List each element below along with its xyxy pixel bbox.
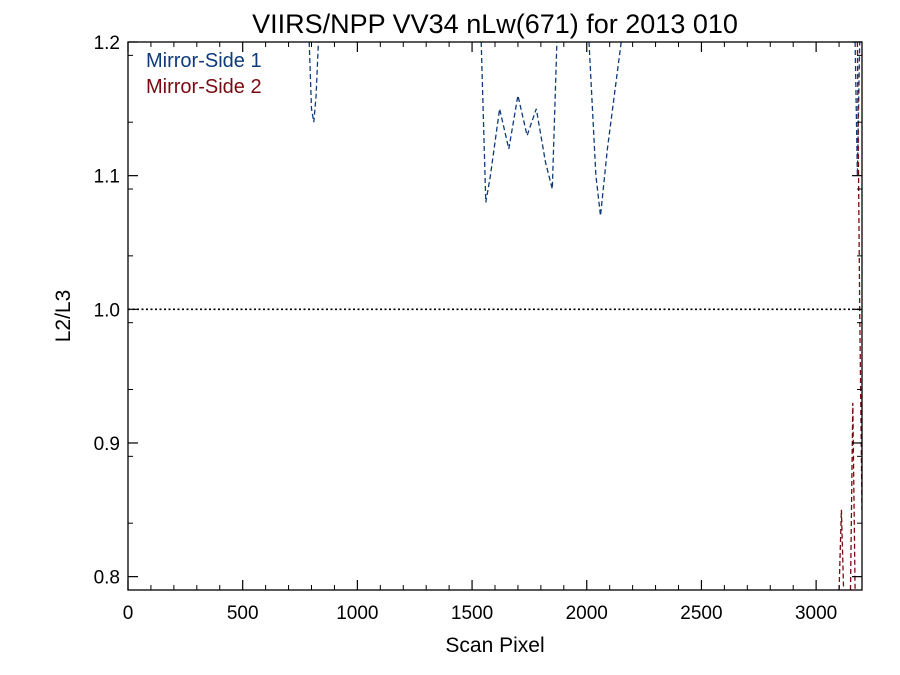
chart-title: VIIRS/NPP VV34 nLw(671) for 2013 010 (252, 9, 738, 39)
dashed-line-mirror-side-1 (854, 42, 861, 176)
dashed-line-mirror-side-2 (838, 509, 845, 590)
x-tick-label: 3000 (795, 603, 837, 624)
legend-mirror-side-2: Mirror-Side 2 (146, 76, 262, 98)
dashed-line-mirror-side-1 (308, 42, 320, 123)
plot-frame (127, 41, 863, 591)
dashed-line-mirror-side-1 (480, 42, 558, 203)
x-tick-label: 2000 (566, 603, 608, 624)
y-tick-label: 0.8 (94, 568, 120, 589)
dashed-line-mirror-side-2 (849, 402, 856, 590)
dashed-line-mirror-side-1 (588, 42, 622, 216)
y-axis-label: L2/L3 (52, 290, 75, 343)
x-tick-label: 2500 (680, 603, 722, 624)
x-tick-label: 1500 (451, 603, 493, 624)
x-axis-label: Scan Pixel (445, 634, 544, 657)
dashed-lines-layer (308, 42, 862, 590)
y-tick-label: 0.9 (94, 434, 120, 455)
x-tick-label: 0 (123, 603, 134, 624)
legend-mirror-side-1: Mirror-Side 1 (146, 50, 262, 72)
markers-layer (173, 42, 785, 590)
y-tick-label: 1.2 (94, 33, 120, 54)
ticks-layer: 0 500 1000 1500 2000 2500 3000 0.8 0.9 1.0 1.1 1.2 (94, 33, 862, 624)
y-tick-label: 1.0 (94, 300, 120, 321)
x-tick-label: 1000 (336, 603, 378, 624)
y-tick-label: 1.1 (94, 167, 120, 188)
dashed-line-mirror-side-2 (856, 42, 862, 510)
x-tick-label: 500 (227, 603, 259, 624)
